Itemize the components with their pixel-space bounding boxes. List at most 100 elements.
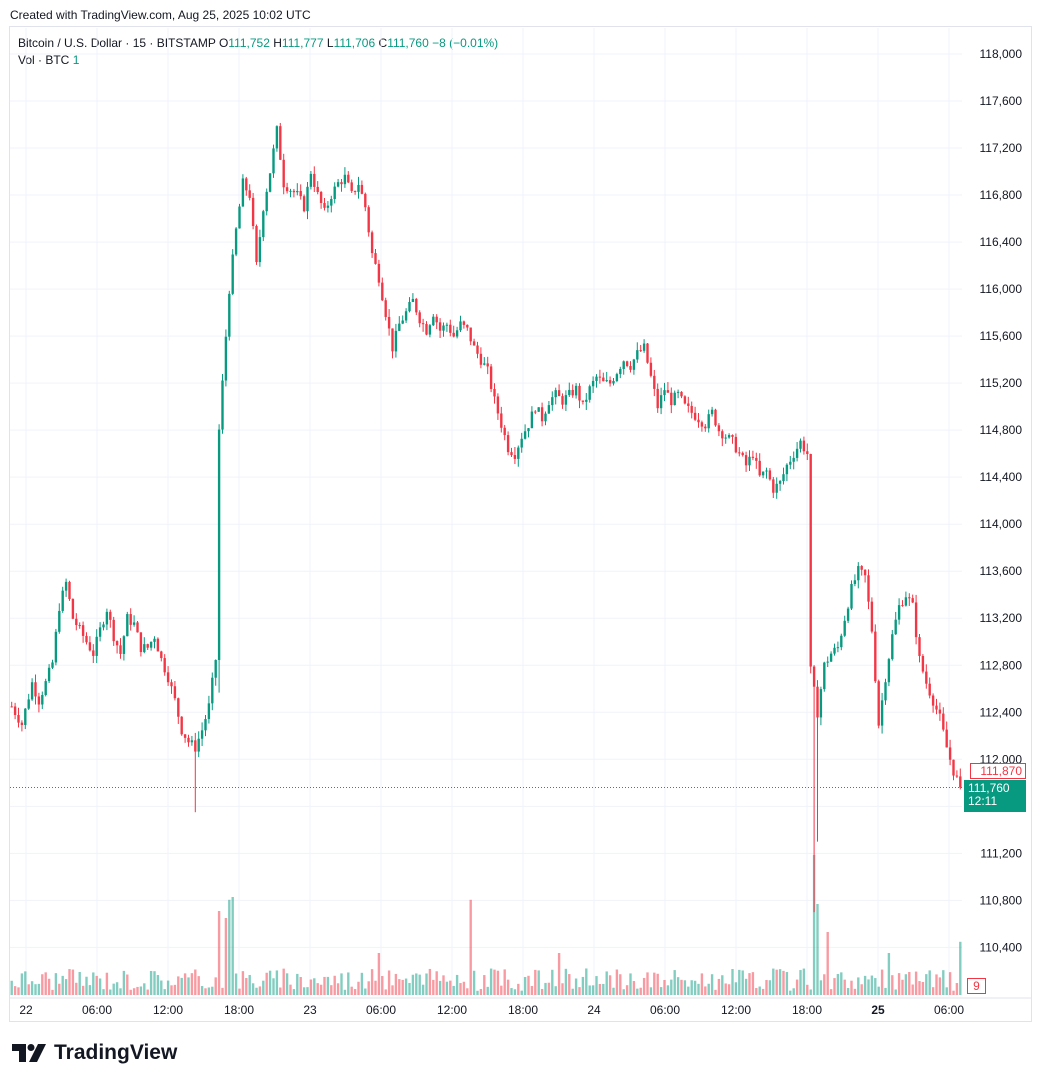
volume-bar — [333, 975, 336, 995]
volume-bar — [319, 984, 323, 995]
candle-body — [391, 328, 394, 352]
candle-body — [384, 300, 387, 317]
candle-body — [731, 435, 734, 437]
volume-bar — [918, 981, 921, 995]
volume-bar — [173, 984, 177, 995]
volume-bar — [755, 988, 758, 995]
volume-bar — [102, 989, 105, 995]
candle-body — [503, 427, 506, 436]
candle-body — [826, 661, 829, 663]
volume-bar — [292, 989, 296, 995]
candle-body — [687, 403, 690, 406]
volume-bar — [897, 973, 901, 995]
volume-bar — [398, 979, 401, 995]
candle-body — [792, 457, 795, 462]
candle-body — [840, 635, 843, 648]
candle-body — [126, 614, 129, 637]
candle-body — [24, 708, 27, 725]
volume-bar — [51, 989, 54, 995]
volume-bar — [442, 975, 445, 995]
price-tick-label: 113,200 — [980, 611, 1023, 625]
candle-body — [829, 653, 833, 662]
candle-body — [530, 411, 534, 429]
volume-bar — [598, 984, 602, 995]
candle-body — [20, 722, 24, 725]
volume-bar — [500, 985, 503, 995]
price-tick-label: 115,200 — [980, 376, 1023, 390]
candle-body — [755, 457, 758, 461]
candle-body — [68, 581, 71, 599]
candle-body — [275, 126, 279, 149]
volume-bar — [404, 978, 408, 995]
chart-frame — [9, 26, 1032, 1022]
volume-bar — [714, 989, 717, 995]
volume-bar — [846, 988, 850, 995]
candle-body — [190, 740, 194, 743]
candle-body — [598, 376, 602, 378]
volume-bar — [625, 985, 629, 995]
volume-bar — [663, 979, 666, 995]
volume-bar — [806, 984, 809, 995]
candle-body — [153, 638, 156, 642]
candle-body — [272, 148, 275, 174]
time-axis: 22 06:00 12:00 18:00 23 06:00 12:00 18:00 24 06:0… — [10, 997, 1031, 1017]
volume-bar — [904, 974, 908, 995]
time-tick-label: 06:00 — [366, 1003, 396, 1017]
volume-bar — [44, 972, 47, 995]
volume-bar — [945, 987, 948, 995]
volume-bar — [282, 968, 285, 995]
candle-body — [744, 455, 748, 466]
volume-bar — [646, 972, 649, 995]
candle-body — [942, 713, 945, 730]
volume-bar — [149, 970, 153, 995]
candle-body — [874, 631, 877, 682]
candle-body — [666, 390, 670, 393]
time-tick-label: 18:00 — [508, 1003, 538, 1017]
tradingview-logo[interactable]: TradingView — [12, 1041, 177, 1065]
volume-label[interactable]: Vol · BTC — [18, 53, 70, 67]
candle-body — [435, 316, 438, 323]
symbol-title[interactable]: Bitcoin / U.S. Dollar · 15 · BITSTAMP — [18, 36, 216, 50]
candle-body — [211, 677, 214, 704]
volume-bar — [136, 986, 139, 995]
candle-body — [904, 597, 908, 606]
volume-bar — [418, 974, 421, 995]
candle-body — [517, 447, 520, 459]
candle-body — [585, 399, 588, 402]
volume-bar — [330, 985, 333, 995]
candle-body — [724, 437, 727, 439]
candle-body — [241, 178, 245, 207]
candle-body — [581, 400, 585, 402]
volume-bar — [785, 972, 789, 995]
candle-body — [578, 385, 581, 401]
price-tick-label: 118,000 — [980, 47, 1023, 61]
candle-body — [544, 413, 547, 422]
volume-bar — [738, 969, 741, 995]
volume-bar — [639, 987, 642, 995]
volume-bar — [194, 969, 197, 995]
candle-body — [632, 359, 636, 370]
volume-bar — [955, 983, 959, 995]
candle-body — [394, 330, 398, 352]
volume-bar — [92, 972, 95, 995]
candle-body — [629, 365, 632, 370]
volume-bar — [438, 980, 442, 995]
candle-body — [129, 614, 132, 625]
volume-bar — [894, 989, 897, 995]
volume-bar — [833, 978, 836, 995]
volume-bar — [374, 980, 377, 995]
candle-body — [843, 620, 846, 636]
candle-body — [27, 699, 30, 709]
candle-body — [908, 597, 911, 599]
volume-bar — [408, 982, 411, 995]
volume-bar — [911, 984, 914, 995]
candle-body — [602, 377, 605, 382]
candle-body — [823, 662, 826, 690]
candle-body — [806, 451, 809, 454]
volume-bar — [816, 904, 819, 995]
volume-bar — [632, 981, 636, 995]
volume-bar — [258, 986, 262, 995]
volume-bar — [224, 918, 228, 995]
volume-bar — [697, 983, 700, 995]
